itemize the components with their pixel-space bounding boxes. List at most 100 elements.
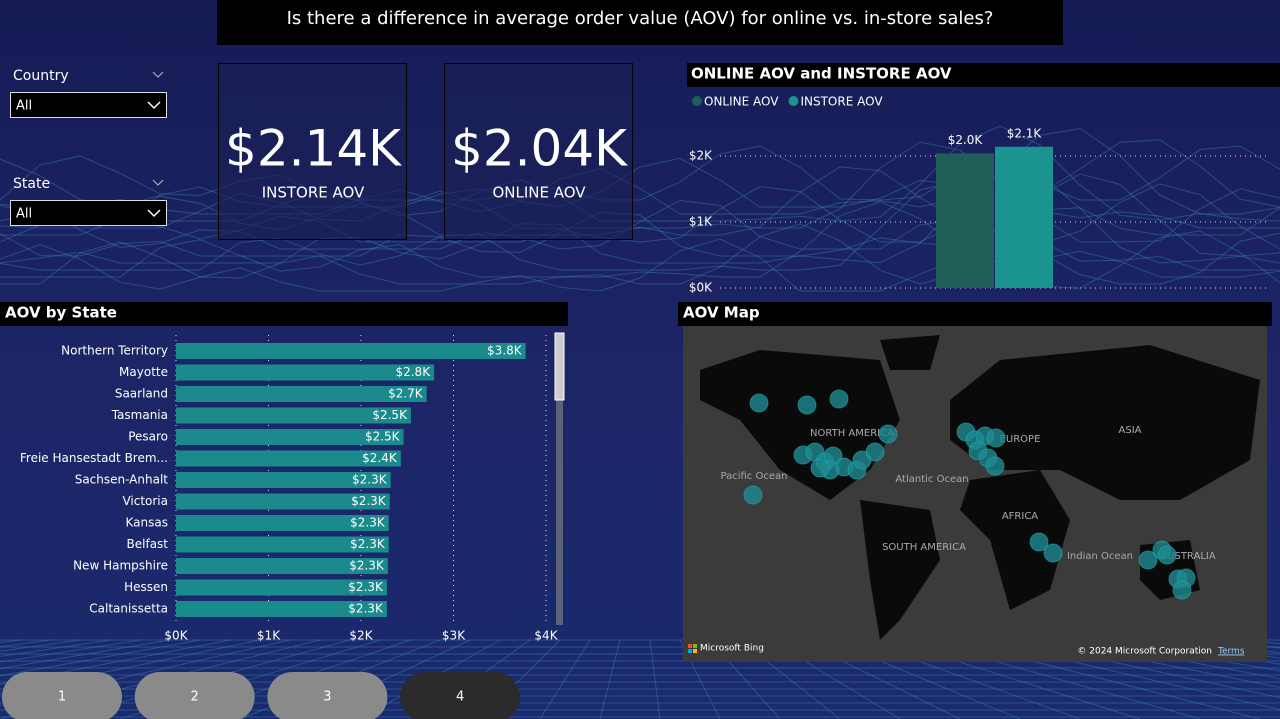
filter-label: Country — [13, 68, 69, 84]
kpi-value: $2.14K — [225, 120, 402, 178]
chart-title: AOV by State — [5, 304, 117, 322]
bar — [176, 364, 435, 381]
wire-line — [0, 223, 1280, 285]
map-bubble — [1172, 580, 1192, 600]
nav-button-label: 2 — [191, 690, 199, 705]
wire-line — [0, 139, 1280, 208]
wire-line — [0, 166, 1280, 236]
x-tick-label: $1K — [257, 629, 281, 643]
wire-line — [0, 128, 1280, 215]
wire-line — [0, 639, 111, 657]
y-tick-label: Sachsen-Anhalt — [75, 473, 169, 487]
wire-line — [0, 230, 1280, 292]
nav-button-label: 1 — [58, 690, 66, 705]
nav-button[interactable] — [2, 672, 122, 719]
kpi-card — [444, 63, 633, 240]
bing-logo — [693, 644, 697, 648]
filter-chevron — [152, 71, 164, 78]
bar — [176, 407, 411, 424]
wire-line — [649, 639, 661, 719]
map-bubble — [1029, 532, 1049, 552]
data-label: $2.3K — [349, 559, 385, 573]
nav-button-label: 4 — [456, 690, 464, 705]
filter-label: State — [13, 176, 50, 192]
dropdown[interactable] — [10, 200, 167, 226]
wire-line — [0, 639, 141, 663]
bar — [995, 146, 1053, 288]
wire-line — [0, 125, 1280, 222]
wire-line — [0, 172, 1280, 264]
kpi-label: ONLINE AOV — [492, 184, 586, 202]
kpi-value: $2.04K — [451, 120, 628, 178]
wire-line — [0, 141, 1280, 229]
map-bubble — [1138, 550, 1158, 570]
y-tick-label: Pesaro — [128, 430, 168, 444]
y-tick-label: Hessen — [124, 580, 168, 594]
wire-line — [539, 639, 591, 719]
map-label: Atlantic Ocean — [895, 474, 968, 485]
page-title: Is there a difference in average order v… — [287, 8, 994, 29]
map-bubble — [797, 395, 817, 415]
wire-line — [0, 183, 1280, 250]
bar — [176, 558, 388, 574]
kpi-label: INSTORE AOV — [262, 184, 365, 202]
bar — [936, 153, 994, 288]
chart-header — [0, 302, 568, 326]
data-label: $2.1K — [1007, 126, 1043, 140]
nav-button[interactable] — [267, 672, 388, 719]
bar — [176, 536, 389, 553]
map-label: NORTH AMERICA — [810, 428, 894, 439]
map-label: ASIA — [1119, 425, 1142, 436]
map-label: Pacific Ocean — [721, 471, 788, 482]
dropdown[interactable] — [10, 92, 167, 118]
bar — [176, 601, 387, 617]
y-tick-label: Freie Hansestadt Brem... — [20, 451, 168, 465]
wire-line — [0, 639, 171, 670]
bing-logo — [688, 649, 692, 653]
map-bubble — [749, 393, 769, 413]
data-label: $2.3K — [348, 580, 384, 594]
kpi-card — [218, 63, 407, 240]
y-tick-label: Belfast — [127, 537, 169, 551]
map-attribution: Microsoft Bing — [700, 644, 764, 654]
y-tick-label: Caltanissetta — [89, 602, 168, 616]
map-bubble — [810, 458, 830, 478]
bar — [176, 450, 401, 467]
bar — [176, 429, 404, 445]
nav-button[interactable] — [134, 672, 255, 719]
map-bubble — [865, 442, 885, 462]
map-bubble — [878, 424, 898, 444]
map-bubble — [986, 428, 1006, 448]
filter-chevron — [152, 179, 164, 186]
y-tick-label: $2K — [689, 149, 713, 163]
wire-line — [599, 639, 621, 719]
y-tick-label: $0K — [689, 281, 713, 295]
x-tick-label: $3K — [442, 629, 466, 643]
data-label: $2.5K — [365, 430, 401, 444]
dropdown-value: All — [16, 99, 32, 114]
x-tick-label: $4K — [534, 629, 558, 643]
y-tick-label: Mayotte — [119, 365, 168, 379]
y-tick-label: New Hampshire — [73, 559, 168, 573]
nav-button[interactable] — [400, 672, 521, 719]
scrollbar-thumb[interactable] — [554, 332, 565, 401]
bar — [176, 343, 526, 359]
land — [860, 500, 940, 640]
bar — [176, 493, 390, 510]
legend-dot — [788, 96, 799, 106]
map-terms[interactable]: Terms — [1217, 647, 1245, 657]
data-label: $3.8K — [487, 344, 523, 358]
dropdown-chevron — [147, 101, 161, 110]
map-title: AOV Map — [683, 304, 760, 322]
map-bubble — [1157, 545, 1177, 565]
data-label: $2.3K — [351, 494, 387, 508]
wire-line — [0, 201, 1280, 278]
y-tick-label: $1K — [689, 215, 713, 229]
bar — [176, 579, 387, 596]
wireframe — [0, 125, 1280, 719]
map-label: Indian Ocean — [1067, 551, 1133, 562]
title-box — [217, 0, 1063, 45]
data-label: $2.7K — [388, 387, 424, 401]
legend-dot — [692, 96, 702, 106]
